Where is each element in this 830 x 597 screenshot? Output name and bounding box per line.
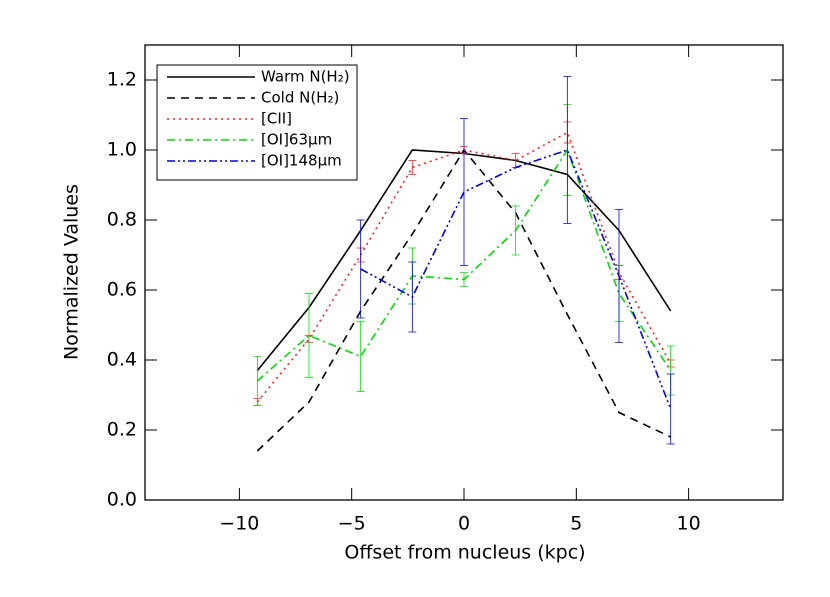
error-bar bbox=[253, 356, 262, 406]
error-bar bbox=[460, 272, 468, 287]
x-tick-label: 0 bbox=[458, 513, 470, 535]
error-bar bbox=[511, 205, 520, 256]
legend-label: Cold N(H₂) bbox=[261, 89, 339, 107]
error-bar bbox=[356, 321, 365, 392]
error-bar bbox=[304, 293, 313, 378]
y-axis-label: Normalized Values bbox=[61, 184, 83, 360]
legend-label: Warm N(H₂) bbox=[261, 68, 350, 86]
error-bar bbox=[615, 209, 624, 343]
error-bar bbox=[460, 118, 468, 266]
y-tick-label: 0.6 bbox=[107, 279, 137, 301]
error-bar bbox=[666, 373, 675, 445]
x-tick-label: 10 bbox=[677, 513, 701, 535]
x-axis-label: Offset from nucleus (kpc) bbox=[344, 542, 585, 564]
y-tick-label: 0.2 bbox=[107, 419, 137, 441]
x-tick-label: −5 bbox=[338, 513, 366, 535]
error-bar bbox=[563, 76, 572, 224]
x-tick-label: 5 bbox=[570, 513, 582, 535]
error-bar bbox=[408, 261, 417, 333]
series-line bbox=[360, 149, 672, 410]
y-tick-label: 1.0 bbox=[107, 139, 137, 161]
legend-label: [CII] bbox=[261, 110, 292, 128]
error-bar bbox=[356, 219, 365, 319]
y-tick-label: 0.0 bbox=[107, 489, 137, 511]
y-tick-label: 0.8 bbox=[107, 209, 137, 231]
x-tick-label: −10 bbox=[219, 513, 259, 535]
y-tick-label: 0.4 bbox=[107, 349, 137, 371]
y-tick-label: 1.2 bbox=[107, 69, 137, 91]
error-bar bbox=[408, 160, 417, 175]
legend-label: [OI]148μm bbox=[261, 152, 342, 170]
legend-label: [OI]63μm bbox=[261, 131, 332, 149]
